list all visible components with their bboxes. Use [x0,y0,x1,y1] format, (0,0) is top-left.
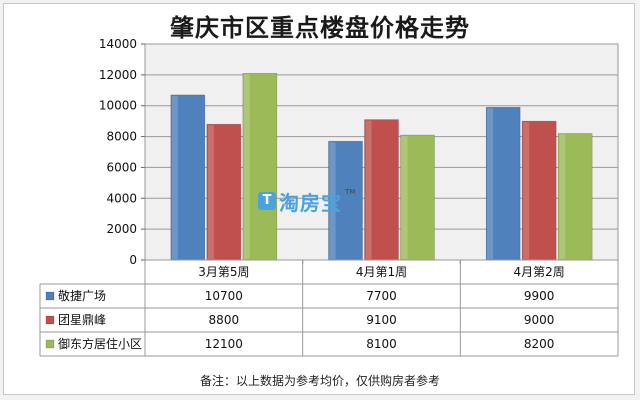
category-label: 3月第5周 [198,265,249,279]
data-label: 10700 [205,289,243,303]
legend-entry: 御东方居住小区 [58,336,142,351]
bar [242,73,278,261]
y-tick-label: 2000 [106,222,137,236]
bar [364,119,399,261]
data-label: 7700 [366,289,397,303]
y-tick-label: 14000 [99,37,137,51]
bar-highlight [243,74,250,259]
legend-swatch [45,315,55,325]
bar [206,123,242,261]
y-tick-label: 6000 [106,160,137,174]
data-label: 9100 [366,313,397,327]
bar-highlight [559,134,566,259]
bar [400,134,435,261]
y-tick-label: 0 [129,253,137,267]
chart-title: 肇庆市区重点楼盘价格走势 [170,13,470,42]
y-tick-label: 4000 [106,191,137,205]
data-label: 8100 [366,337,397,351]
y-tick-label: 12000 [99,68,137,82]
bar [557,133,593,261]
data-label: 9000 [524,313,555,327]
y-tick-label: 10000 [99,99,137,113]
bar-highlight [401,136,408,259]
category-label: 4月第1周 [356,265,407,279]
bar-highlight [523,122,530,260]
bar-highlight [207,125,214,259]
legend-entry: 敬捷广场 [58,289,106,303]
watermark-logo-icon: T [258,192,276,210]
data-label: 12100 [205,337,243,351]
bar-highlight [329,142,336,259]
footnote: 备注：以上数据为参考均价，仅供购房者参考 [199,374,440,388]
data-label: 8200 [524,337,555,351]
data-label: 9900 [524,289,555,303]
legend-swatch [45,291,55,301]
bar [170,94,206,261]
bar [328,140,363,261]
bar-highlight [365,120,372,259]
data-label: 8800 [209,313,240,327]
bar [485,106,521,261]
watermark-text: 淘房宝 [279,190,342,215]
bar-highlight [171,95,178,260]
bar-highlight [487,108,494,259]
watermark-tm: TM [345,188,356,196]
legend-swatch [45,339,55,349]
bar [521,120,557,261]
y-tick-label: 8000 [106,130,137,144]
category-label: 4月第2周 [514,265,565,279]
legend-entry: 团星鼎峰 [58,313,106,327]
watermark: T 淘房宝 TM [258,188,356,215]
